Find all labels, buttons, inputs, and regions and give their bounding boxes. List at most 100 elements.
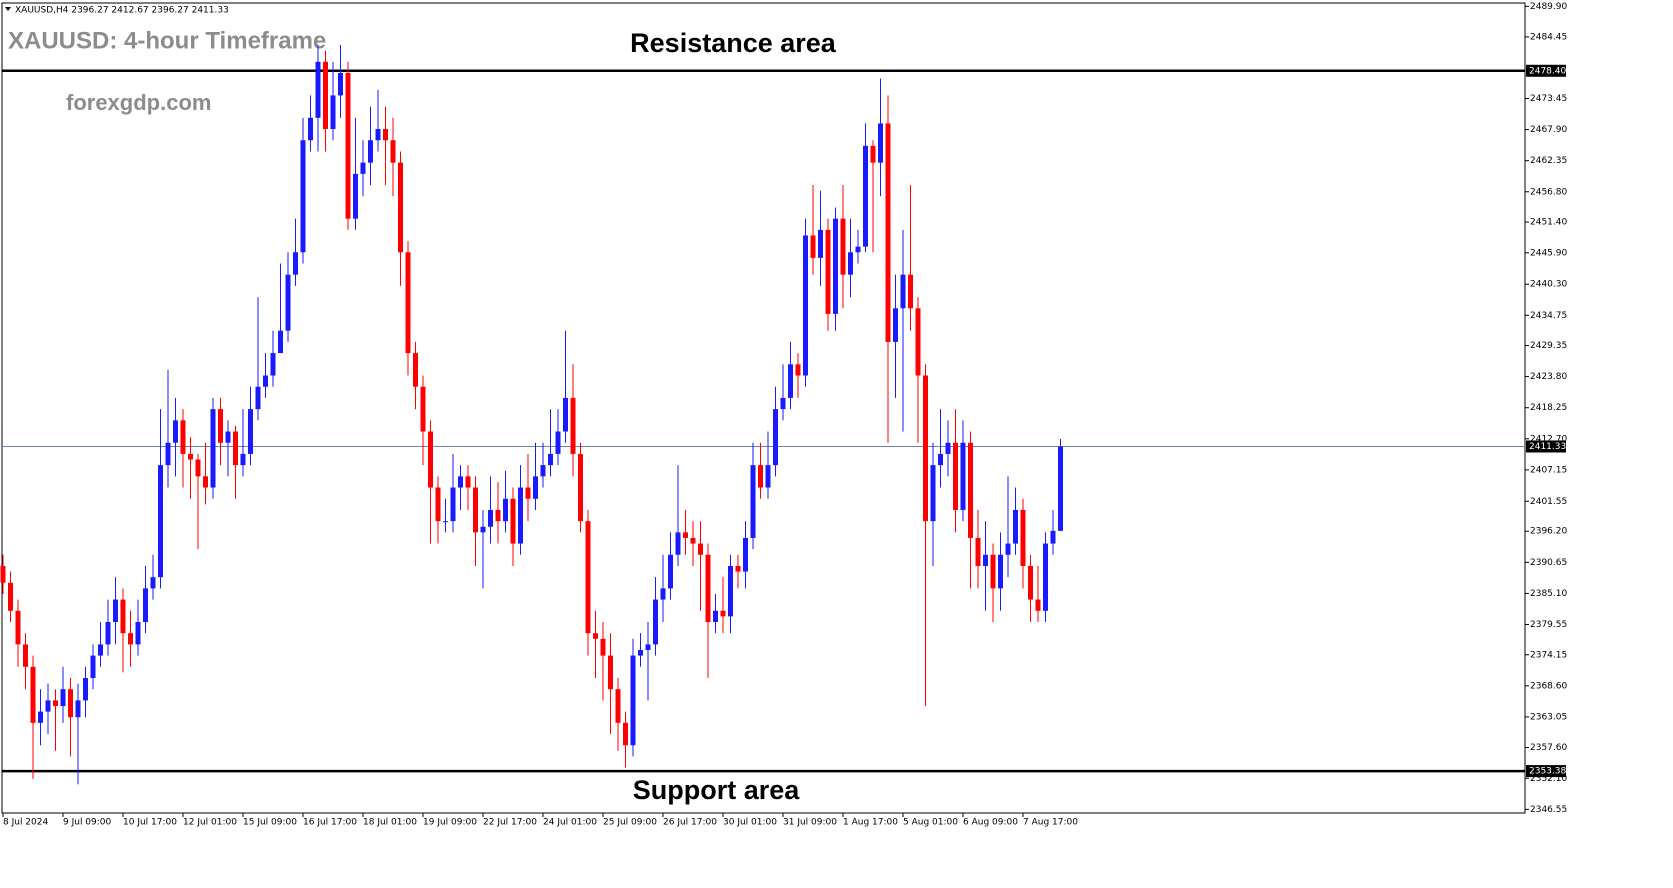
x-tick-label: 18 Jul 01:00 — [363, 818, 417, 828]
y-tick-label: 2363.05 — [1530, 712, 1567, 722]
candle-body — [533, 476, 538, 499]
candle-body — [383, 129, 388, 141]
candle-body — [330, 95, 336, 130]
candle-body — [615, 689, 621, 723]
candle-body — [510, 498, 516, 544]
level-label: 2478.40 — [1529, 66, 1566, 76]
candle-body — [128, 633, 133, 645]
candle-body — [345, 73, 351, 219]
candle-body — [938, 453, 943, 466]
candle-body — [705, 554, 711, 622]
candle-body — [120, 599, 126, 634]
header: XAUUSD,H4 2396.27 2412.67 2396.27 2411.3… — [15, 6, 229, 16]
candle-body — [600, 638, 606, 656]
candle-body — [255, 386, 261, 410]
y-tick-label: 2462.35 — [1530, 156, 1567, 166]
candle-body — [690, 537, 696, 544]
y-tick-label: 2467.90 — [1530, 125, 1567, 135]
candle-body — [173, 420, 178, 443]
candle-body — [398, 162, 403, 253]
candle-body — [788, 364, 793, 398]
candle-body — [420, 386, 426, 432]
candle-body — [525, 487, 531, 499]
x-tick-label: 26 Jul 17:00 — [663, 818, 717, 828]
x-tick-label: 5 Aug 01:00 — [903, 818, 958, 828]
x-tick-label: 19 Jul 09:00 — [423, 818, 477, 828]
y-tick-label: 2440.30 — [1530, 280, 1567, 290]
level-label: 2353.38 — [1529, 767, 1566, 777]
candle-body — [593, 633, 598, 639]
candle-body — [240, 453, 246, 466]
candle-body — [443, 521, 448, 523]
y-tick-label: 2451.40 — [1530, 218, 1567, 228]
x-tick-label: 9 Jul 09:00 — [63, 818, 112, 828]
candle-body — [900, 274, 906, 309]
candle-body — [848, 252, 853, 275]
candle-body — [908, 274, 913, 309]
candle-body — [53, 700, 58, 707]
y-tick-label: 2489.90 — [1530, 2, 1567, 12]
candle-body — [60, 689, 66, 707]
candle-body — [38, 711, 43, 723]
candle-body — [323, 61, 328, 130]
candle-body — [188, 453, 193, 460]
candle-body — [833, 218, 838, 314]
menu-arrow — [5, 7, 11, 11]
candle-body — [338, 73, 343, 96]
candle-body — [360, 162, 366, 174]
candle-body — [45, 700, 51, 712]
candle-body — [368, 140, 373, 163]
candle-body — [675, 532, 681, 555]
x-tick-label: 1 Aug 17:00 — [843, 818, 898, 828]
candle-body — [158, 465, 163, 578]
candle-body — [915, 308, 921, 376]
candle-body — [210, 409, 216, 488]
x-tick-label: 10 Jul 17:00 — [123, 818, 177, 828]
candle-body — [750, 465, 756, 538]
candle-body — [953, 442, 958, 510]
watermark: forexgdp.com — [66, 90, 211, 115]
candle-body — [233, 431, 238, 466]
y-tick-label: 2456.80 — [1530, 187, 1567, 197]
candle-body — [413, 353, 418, 387]
candle-body — [810, 235, 816, 258]
candle-body — [765, 465, 771, 488]
candle-body — [758, 465, 763, 488]
candle-body — [450, 487, 456, 522]
candle-body — [638, 649, 643, 656]
y-tick-label: 2445.90 — [1530, 248, 1567, 258]
candle-body — [165, 442, 171, 466]
candle-body — [113, 599, 118, 622]
candle-body — [1043, 543, 1048, 611]
candle-body — [218, 409, 223, 443]
candle-body — [480, 526, 486, 533]
y-tick-label: 2385.10 — [1530, 589, 1567, 599]
y-tick-label: 2412.70 — [1530, 434, 1567, 444]
candle-body — [975, 537, 981, 566]
candle-body — [488, 509, 493, 527]
candle-body — [180, 420, 186, 454]
candle-body — [308, 117, 313, 141]
candle-body — [698, 543, 703, 555]
candle-body — [390, 140, 396, 163]
y-tick-label: 2418.25 — [1530, 403, 1567, 413]
candle-body — [1013, 509, 1018, 544]
level-label-box — [1526, 64, 1566, 77]
candle-body — [960, 442, 966, 510]
y-tick-label: 2473.45 — [1530, 94, 1567, 104]
candle-body — [8, 582, 13, 611]
x-tick-label: 31 Jul 09:00 — [783, 818, 837, 828]
candle-body — [998, 554, 1003, 589]
candle-body — [930, 465, 936, 522]
candle-body — [315, 61, 321, 118]
y-tick-label: 2352.10 — [1530, 774, 1567, 784]
y-tick-label: 2390.65 — [1530, 558, 1567, 568]
candle-body — [405, 252, 411, 354]
candle-body — [825, 229, 831, 314]
y-tick-label: 2379.55 — [1530, 620, 1567, 630]
candle-body — [293, 252, 298, 275]
x-tick-label: 24 Jul 01:00 — [543, 818, 597, 828]
y-tick-label: 2374.15 — [1530, 650, 1567, 660]
candle-body — [75, 700, 81, 718]
